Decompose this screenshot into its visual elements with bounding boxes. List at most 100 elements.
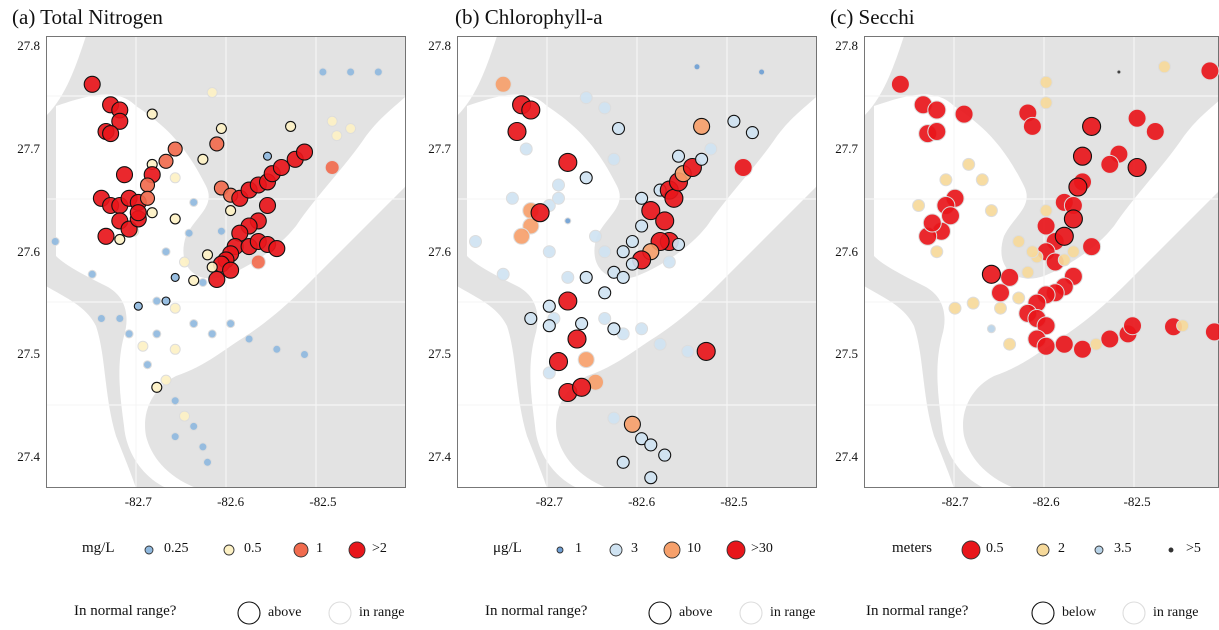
data-point (169, 343, 181, 355)
data-point (1066, 245, 1080, 259)
y-tick-label: 27.7 (17, 141, 40, 156)
data-point (1082, 237, 1102, 257)
data-point (745, 126, 759, 140)
data-point (1039, 96, 1053, 110)
data-point (179, 410, 190, 422)
range-legend-label: in range (1153, 605, 1199, 620)
data-point (1039, 75, 1053, 89)
color-legend: mg/L 0.25 0.5 1 >2 (0, 536, 406, 566)
legend-title: meters (892, 540, 932, 556)
data-point (552, 191, 565, 205)
y-tick-label: 27.4 (835, 449, 858, 465)
x-tick-label: -82.7 (941, 494, 969, 509)
range-legend-swatch (237, 601, 261, 625)
data-point (577, 351, 595, 369)
data-point (215, 122, 227, 135)
data-point (513, 227, 531, 245)
data-point (197, 153, 209, 165)
data-point (111, 112, 129, 130)
data-point (1036, 336, 1056, 356)
data-point (644, 471, 658, 485)
data-point (598, 312, 612, 325)
data-point (962, 157, 976, 171)
data-point (83, 75, 101, 93)
data-point (575, 317, 589, 331)
data-point (579, 270, 593, 284)
y-tick-label: 27.5 (17, 346, 40, 362)
data-point (653, 337, 667, 351)
y-tick-label: 27.4 (17, 449, 40, 465)
legend-swatch-dot (348, 541, 366, 559)
data-point (318, 67, 328, 77)
legend-swatch-dot (556, 546, 564, 554)
data-point (1123, 316, 1142, 336)
data-point (607, 411, 621, 425)
data-point (244, 334, 254, 344)
panel-chlorophyll: (b) Chlorophyll-a 27.4 27.5 27.6 27.7 27.8 -… (411, 0, 817, 625)
data-point (607, 322, 621, 336)
data-point (658, 448, 672, 462)
y-tick-label: 27.6 (835, 243, 858, 259)
data-point (1025, 245, 1039, 259)
legend-label: >30 (751, 541, 773, 556)
range-legend-title: In normal range? (866, 603, 969, 619)
data-point (1012, 291, 1026, 305)
data-point (160, 374, 172, 386)
data-point (216, 226, 226, 236)
data-point (693, 117, 711, 135)
data-point (558, 152, 578, 172)
data-point (189, 421, 199, 431)
data-point (326, 115, 338, 127)
legend-swatch (1094, 545, 1104, 555)
data-point (129, 204, 147, 222)
legend-swatch-dot (726, 540, 746, 560)
range-legend: In normal range? above in range (411, 600, 817, 630)
data-point (201, 249, 214, 261)
data-point (170, 432, 180, 442)
data-point (1200, 61, 1219, 81)
data-point (268, 240, 286, 258)
data-point (1003, 337, 1017, 351)
data-point (655, 211, 675, 231)
data-point (170, 272, 180, 282)
range-swatch-ring (1031, 601, 1055, 625)
panel-title: (a) Total Nitrogen (12, 5, 163, 29)
data-point (345, 123, 357, 134)
data-point (346, 67, 356, 77)
data-point (496, 267, 510, 281)
data-point (324, 160, 340, 175)
legend-swatch (144, 545, 154, 555)
legend-label: 3 (631, 541, 638, 556)
range-swatch-ring (1122, 601, 1146, 625)
data-point (1073, 339, 1092, 359)
data-point (939, 173, 953, 187)
data-point (598, 101, 612, 115)
data-point (1012, 235, 1026, 248)
legend-swatch (609, 543, 623, 557)
range-legend: In normal range? above in range (0, 600, 406, 630)
data-point (189, 197, 199, 207)
data-point (1176, 319, 1190, 333)
data-point (579, 91, 593, 105)
data-point (635, 219, 649, 233)
map-plot-area (46, 36, 406, 488)
data-point (133, 301, 143, 311)
data-point (179, 256, 190, 268)
panel-title: (b) Chlorophyll-a (455, 5, 603, 29)
data-point (206, 261, 218, 273)
range-legend-swatch (648, 601, 672, 625)
gulf-water (46, 286, 136, 488)
data-point (1100, 329, 1120, 349)
data-point (927, 100, 947, 120)
data-point (991, 283, 1010, 303)
data-point (50, 237, 60, 246)
data-point (1145, 122, 1165, 141)
legend-label: >2 (372, 541, 387, 556)
data-point (184, 228, 194, 238)
data-point (115, 314, 125, 323)
data-point (124, 329, 134, 339)
data-point (579, 171, 593, 185)
legend-label: 10 (687, 541, 701, 556)
data-point (616, 455, 630, 469)
legend-label: 1 (316, 541, 323, 556)
